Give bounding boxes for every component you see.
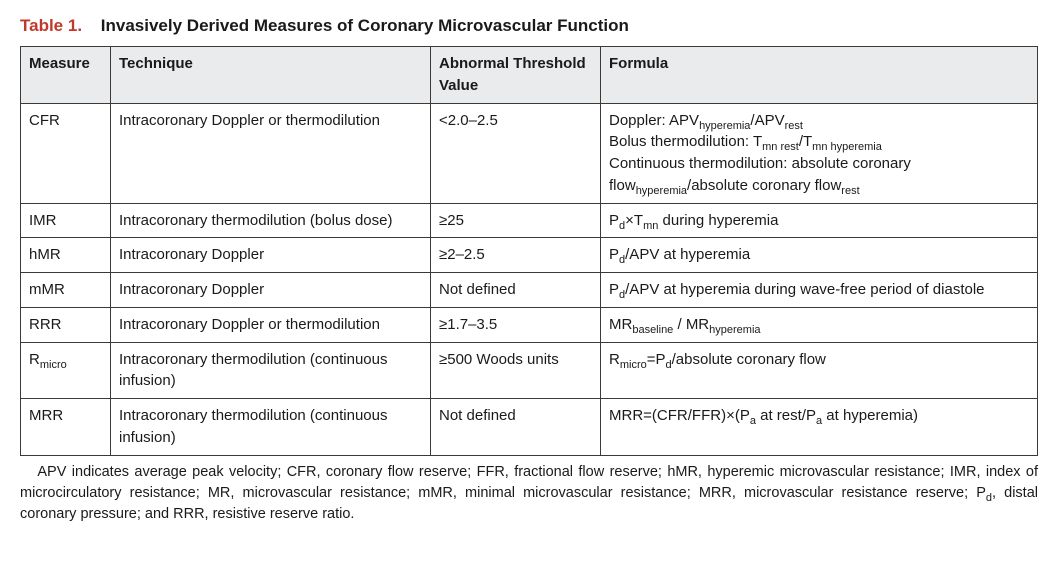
cell-measure: Rmicro [21,342,111,399]
cell-measure: CFR [21,103,111,203]
col-technique: Technique [111,47,431,104]
table-row: RmicroIntracoronary thermodilution (cont… [21,342,1038,399]
cell-technique: Intracoronary Doppler or thermodilution [111,307,431,342]
cell-measure: hMR [21,238,111,273]
cell-threshold: ≥25 [431,203,601,238]
table-row: mMRIntracoronary DopplerNot definedPd/AP… [21,273,1038,308]
cell-measure: IMR [21,203,111,238]
cell-technique: Intracoronary Doppler or thermodilution [111,103,431,203]
table-row: CFRIntracoronary Doppler or thermodiluti… [21,103,1038,203]
cell-formula: MRbaseline / MRhyperemia [601,307,1038,342]
cell-threshold: Not defined [431,399,601,456]
col-measure: Measure [21,47,111,104]
cell-formula: MRR=(CFR/FFR)×(Pa at rest/Pa at hyperemi… [601,399,1038,456]
table-row: MRRIntracoronary thermodilution (continu… [21,399,1038,456]
table-label: Table 1. [20,16,82,35]
cell-threshold: <2.0–2.5 [431,103,601,203]
cell-formula: Doppler: APVhyperemia/APVrestBolus therm… [601,103,1038,203]
measures-table: Measure Technique Abnormal Threshold Val… [20,46,1038,456]
cell-threshold: Not defined [431,273,601,308]
cell-threshold: ≥2–2.5 [431,238,601,273]
cell-formula: Pd/APV at hyperemia [601,238,1038,273]
cell-formula: Pd/APV at hyperemia during wave-free per… [601,273,1038,308]
cell-measure: mMR [21,273,111,308]
cell-formula: Rmicro=Pd/absolute coronary flow [601,342,1038,399]
cell-technique: Intracoronary thermodilution (continuous… [111,399,431,456]
cell-technique: Intracoronary Doppler [111,273,431,308]
table-row: RRRIntracoronary Doppler or thermodiluti… [21,307,1038,342]
col-threshold: Abnormal Threshold Value [431,47,601,104]
cell-measure: RRR [21,307,111,342]
cell-technique: Intracoronary thermodilution (bolus dose… [111,203,431,238]
col-formula: Formula [601,47,1038,104]
table-footnote: APV indicates average peak velocity; CFR… [20,462,1038,525]
table-caption: Table 1. Invasively Derived Measures of … [20,16,1038,36]
cell-threshold: ≥500 Woods units [431,342,601,399]
cell-technique: Intracoronary Doppler [111,238,431,273]
table-title: Invasively Derived Measures of Coronary … [101,16,629,35]
table-header-row: Measure Technique Abnormal Threshold Val… [21,47,1038,104]
cell-technique: Intracoronary thermodilution (continuous… [111,342,431,399]
cell-threshold: ≥1.7–3.5 [431,307,601,342]
cell-measure: MRR [21,399,111,456]
cell-formula: Pd×Tmn during hyperemia [601,203,1038,238]
table-row: hMRIntracoronary Doppler≥2–2.5Pd/APV at … [21,238,1038,273]
table-body: CFRIntracoronary Doppler or thermodiluti… [21,103,1038,455]
table-container: Table 1. Invasively Derived Measures of … [20,16,1038,525]
table-row: IMRIntracoronary thermodilution (bolus d… [21,203,1038,238]
